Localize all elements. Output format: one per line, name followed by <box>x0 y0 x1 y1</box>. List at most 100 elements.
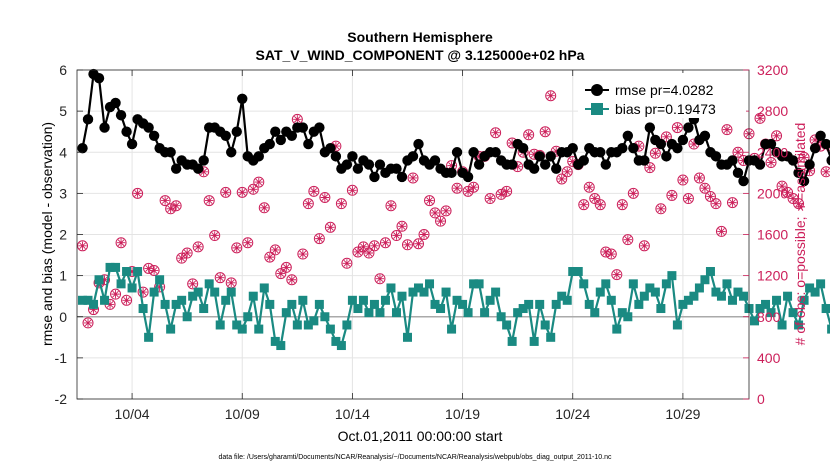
bias-point <box>155 275 165 285</box>
rmse-point <box>804 159 815 170</box>
obs-assimilated-marker <box>309 187 319 196</box>
bias-point <box>705 267 715 277</box>
obs-count-point <box>82 317 94 329</box>
obs-count-point <box>732 146 744 158</box>
obs-possible-marker <box>374 273 386 285</box>
bias-point <box>414 283 424 293</box>
obs-assimilated-marker <box>105 300 115 309</box>
rmse-point <box>754 159 766 170</box>
bias-point <box>358 295 368 305</box>
obs-count-point <box>605 248 617 260</box>
rmse-point <box>77 142 88 154</box>
chart-subtitle: SAT_V_WIND_COMPONENT @ 3.125000e+02 hPa <box>256 47 585 63</box>
obs-possible-marker <box>622 234 634 246</box>
obs-possible-marker <box>368 240 380 252</box>
obs-count-point <box>181 247 193 259</box>
obs-count-point <box>561 166 573 178</box>
rmse-point <box>396 171 408 183</box>
bias-point <box>160 299 170 309</box>
bias-point <box>303 320 313 330</box>
obs-count-point <box>644 162 656 174</box>
grid <box>77 69 749 400</box>
obs-count-point <box>671 122 683 134</box>
obs-assimilated-marker <box>733 148 743 157</box>
obs-count-point <box>589 193 601 205</box>
obs-assimilated-marker <box>320 193 330 202</box>
bias-point <box>810 287 820 297</box>
obs-count-point <box>715 225 727 237</box>
bias-point <box>254 324 264 334</box>
obs-assimilated-marker <box>166 204 175 213</box>
rmse-point <box>809 142 821 154</box>
bias-point <box>590 308 600 318</box>
bias-point <box>89 299 99 309</box>
obs-possible-marker <box>501 185 513 197</box>
y2-tick-label: 400 <box>757 350 781 366</box>
rmse-point <box>352 163 364 174</box>
bias-point <box>794 320 804 330</box>
bias-point <box>546 332 556 342</box>
obs-count-point <box>247 183 259 195</box>
bias-point <box>100 295 110 305</box>
obs-assimilated-marker <box>160 196 170 205</box>
bias-point <box>458 299 468 309</box>
obs-possible-marker <box>385 200 397 212</box>
bias-point <box>711 287 721 297</box>
bias-point <box>463 308 473 318</box>
rmse-point <box>374 159 386 170</box>
bias-point <box>419 287 429 297</box>
obs-assimilated-marker <box>78 241 87 251</box>
obs-count-point <box>236 186 248 198</box>
obs-count-point <box>165 203 177 215</box>
obs-possible-marker <box>165 203 177 215</box>
obs-possible-marker <box>451 182 463 194</box>
bias-point <box>111 262 121 272</box>
rmse-point <box>297 122 309 133</box>
obs-assimilated-marker <box>711 199 721 208</box>
obs-possible-marker <box>231 242 243 254</box>
bias-point <box>474 279 484 289</box>
obs-assimilated-marker <box>364 248 374 258</box>
obs-assimilated-marker <box>276 269 286 278</box>
obs-assimilated-marker <box>496 190 506 199</box>
rmse-point <box>793 167 804 179</box>
y-tick-label: 5 <box>59 103 67 119</box>
obs-count-point <box>704 190 716 202</box>
bias-point <box>639 291 649 301</box>
bias-point <box>750 316 760 326</box>
obs-possible-marker <box>319 191 331 203</box>
bias-point <box>171 299 181 309</box>
obs-assimilated-marker <box>618 200 627 209</box>
bias-point <box>821 304 830 314</box>
bias-point <box>309 316 319 326</box>
rmse-point <box>198 155 209 166</box>
obs-count-point <box>726 197 738 209</box>
obs-assimilated-marker <box>436 216 445 226</box>
rmse-point <box>325 142 336 154</box>
bias-point <box>243 312 253 322</box>
obs-count-point <box>666 189 678 201</box>
obs-assimilated-marker <box>596 200 605 209</box>
obs-possible-marker <box>346 184 358 196</box>
bias-point <box>656 304 666 314</box>
obs-count-point <box>490 127 502 139</box>
bias-point <box>496 312 506 322</box>
obs-possible-marker <box>726 197 738 209</box>
obs-count-point <box>231 242 243 254</box>
y-tick-label: 1 <box>59 268 67 284</box>
obs-possible-marker <box>203 195 215 207</box>
obs-possible-marker <box>776 180 788 192</box>
bias-point <box>507 336 517 346</box>
rmse-point <box>391 163 402 174</box>
obs-assimilated-marker <box>293 115 302 124</box>
obs-possible-marker <box>561 166 573 178</box>
obs-count-point <box>280 261 292 273</box>
bias-point <box>694 283 704 293</box>
obs-possible-marker <box>247 183 259 195</box>
obs-assimilated-marker <box>706 192 715 201</box>
obs-count-point <box>413 238 425 250</box>
obs-count-point <box>143 262 155 274</box>
bias-point <box>402 332 412 342</box>
bias-point <box>127 283 137 293</box>
obs-count-point <box>275 268 287 280</box>
